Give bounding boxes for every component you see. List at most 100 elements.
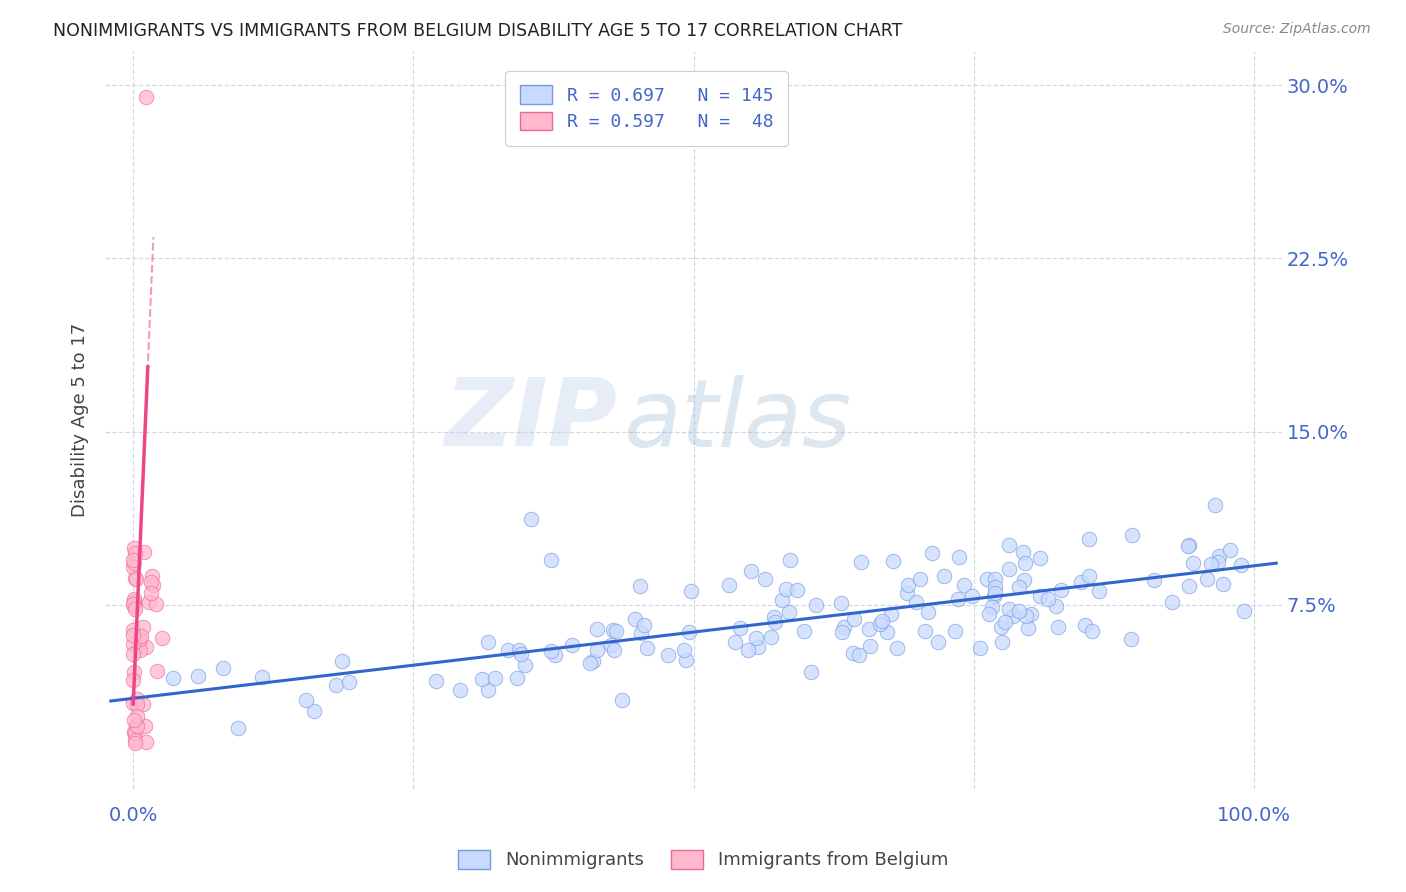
Point	[122, 541, 145, 555]
Legend: R = 0.697   N = 145, R = 0.597   N =  48: R = 0.697 N = 145, R = 0.597 N = 48	[505, 70, 787, 145]
Point	[1014, 556, 1036, 570]
Point	[122, 714, 145, 728]
Point	[679, 583, 702, 598]
Point	[991, 635, 1014, 649]
Point	[484, 671, 506, 685]
Point	[1204, 499, 1226, 513]
Point	[1008, 604, 1031, 618]
Point	[1199, 557, 1222, 571]
Point	[1212, 576, 1234, 591]
Point	[1077, 532, 1099, 546]
Point	[600, 639, 623, 653]
Point	[337, 675, 360, 690]
Point	[139, 585, 162, 599]
Point	[793, 624, 815, 639]
Point	[886, 641, 908, 656]
Point	[745, 632, 768, 646]
Point	[763, 615, 786, 629]
Point	[141, 575, 163, 590]
Point	[603, 642, 626, 657]
Point	[981, 600, 1004, 615]
Point	[1045, 599, 1067, 613]
Point	[122, 594, 145, 608]
Point	[187, 669, 209, 683]
Point	[983, 589, 1005, 603]
Point	[1219, 542, 1241, 557]
Point	[983, 580, 1005, 594]
Text: 0.0%: 0.0%	[108, 805, 157, 824]
Point	[1046, 620, 1069, 634]
Point	[520, 512, 543, 526]
Point	[122, 598, 145, 612]
Point	[124, 736, 146, 750]
Point	[612, 692, 634, 706]
Point	[1088, 584, 1111, 599]
Point	[515, 657, 537, 672]
Point	[848, 648, 870, 662]
Point	[1078, 569, 1101, 583]
Point	[124, 599, 146, 614]
Point	[125, 719, 148, 733]
Point	[131, 697, 153, 711]
Point	[633, 617, 655, 632]
Point	[124, 546, 146, 560]
Point	[859, 640, 882, 654]
Point	[740, 564, 762, 578]
Point	[1143, 573, 1166, 587]
Point	[997, 602, 1019, 616]
Point	[775, 582, 797, 596]
Point	[800, 665, 823, 679]
Point	[506, 671, 529, 685]
Point	[586, 622, 609, 636]
Point	[718, 578, 741, 592]
Point	[498, 643, 520, 657]
Point	[122, 560, 145, 574]
Point	[124, 726, 146, 740]
Point	[1178, 538, 1201, 552]
Point	[304, 704, 326, 718]
Point	[122, 665, 145, 679]
Text: ZIP: ZIP	[444, 374, 617, 466]
Point	[127, 697, 149, 711]
Point	[914, 624, 936, 638]
Point	[763, 610, 786, 624]
Point	[672, 642, 695, 657]
Text: NONIMMIGRANTS VS IMMIGRANTS FROM BELGIUM DISABILITY AGE 5 TO 17 CORRELATION CHAR: NONIMMIGRANTS VS IMMIGRANTS FROM BELGIUM…	[53, 22, 903, 40]
Point	[1002, 609, 1025, 624]
Point	[211, 660, 233, 674]
Point	[747, 640, 769, 654]
Point	[1178, 579, 1201, 593]
Point	[585, 643, 607, 657]
Point	[842, 646, 865, 660]
Point	[678, 625, 700, 640]
Point	[657, 648, 679, 662]
Point	[122, 623, 145, 637]
Point	[979, 607, 1001, 621]
Point	[142, 578, 165, 592]
Point	[1181, 556, 1204, 570]
Point	[1206, 555, 1229, 569]
Point	[146, 664, 169, 678]
Point	[779, 553, 801, 567]
Point	[984, 586, 1007, 600]
Point	[135, 735, 157, 749]
Point	[122, 553, 145, 567]
Point	[141, 569, 163, 583]
Point	[927, 635, 949, 649]
Point	[636, 640, 658, 655]
Point	[508, 643, 530, 657]
Point	[1233, 604, 1256, 618]
Point	[1028, 550, 1050, 565]
Point	[872, 614, 894, 628]
Point	[295, 692, 318, 706]
Point	[125, 709, 148, 723]
Point	[921, 546, 943, 560]
Point	[125, 572, 148, 586]
Point	[125, 719, 148, 733]
Point	[998, 537, 1021, 551]
Point	[759, 631, 782, 645]
Point	[132, 620, 155, 634]
Point	[1008, 580, 1031, 594]
Point	[1195, 572, 1218, 586]
Point	[724, 635, 747, 649]
